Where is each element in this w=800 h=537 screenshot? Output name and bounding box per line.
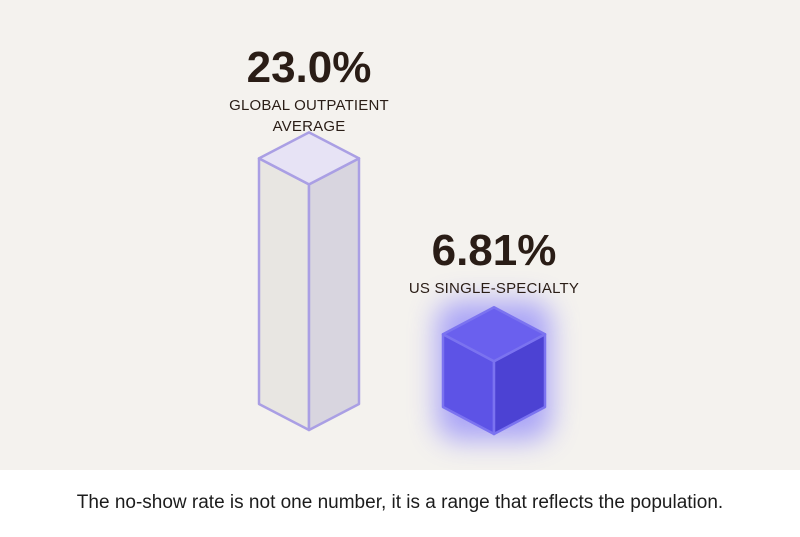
bar-global-outpatient	[257, 131, 361, 432]
bar-side-face	[307, 157, 361, 432]
value-label: 23.0%	[247, 43, 372, 92]
category-label: GLOBAL OUTPATIENT	[229, 97, 389, 114]
category-label: AVERAGE	[273, 118, 346, 135]
bar-us-single-specialty	[437, 301, 551, 440]
chart-stage: 23.0% GLOBAL OUTPATIENT AVERAGE 6.81% US SIN…	[0, 0, 800, 470]
bar-top-face	[257, 131, 361, 186]
caption-bar: The no-show rate is not one number, it i…	[0, 470, 800, 537]
category-label: US SINGLE-SPECIALTY	[409, 280, 579, 297]
bar-front-face	[257, 157, 311, 432]
bar-top-face	[441, 306, 547, 363]
caption-text: The no-show rate is not one number, it i…	[76, 492, 724, 513]
value-label: 6.81%	[432, 226, 557, 275]
no-show-rate-chart: 23.0% GLOBAL OUTPATIENT AVERAGE 6.81% US SIN…	[229, 43, 579, 440]
